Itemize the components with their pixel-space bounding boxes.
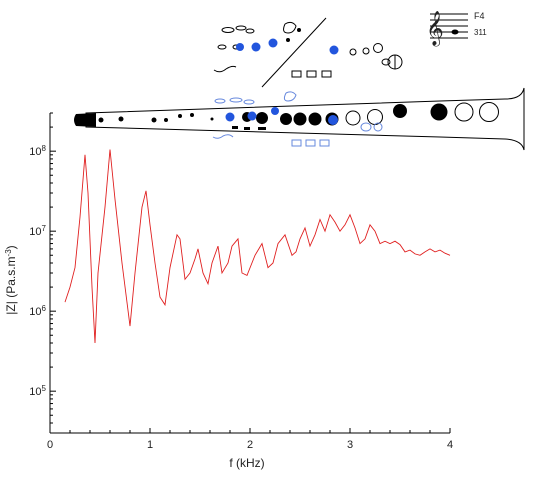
- x-tick-label: 4: [447, 439, 453, 451]
- y-tick-label: 108: [29, 144, 46, 159]
- x-tick-label: 1: [147, 439, 153, 451]
- fingering-diagram: [213, 17, 403, 88]
- x-tick-label: 0: [47, 439, 53, 451]
- y-axis-ticks: 105 106 107 108: [29, 112, 56, 434]
- x-axis-ticks: 0 1 2 3 4: [47, 428, 453, 451]
- y-tick-label: 106: [29, 304, 46, 319]
- treble-clef-icon: 𝄞: [426, 11, 444, 47]
- x-tick-label: 3: [347, 439, 353, 451]
- note-head: [451, 29, 459, 35]
- note-name: F4: [474, 11, 485, 21]
- x-tick-label: 2: [247, 439, 253, 451]
- note-notation: 𝄞 F4 311: [426, 11, 487, 47]
- y-axis-label: |Z| (Pa.s.m-3): [4, 245, 19, 314]
- clarinet-diagram: [74, 87, 525, 151]
- plot-axes: [49, 113, 450, 434]
- y-tick-label: 105: [29, 384, 46, 399]
- x-axis-label: f (kHz): [229, 456, 264, 470]
- note-fingering: 311: [474, 28, 487, 37]
- y-tick-label: 107: [29, 224, 46, 239]
- impedance-curve: [64, 149, 451, 344]
